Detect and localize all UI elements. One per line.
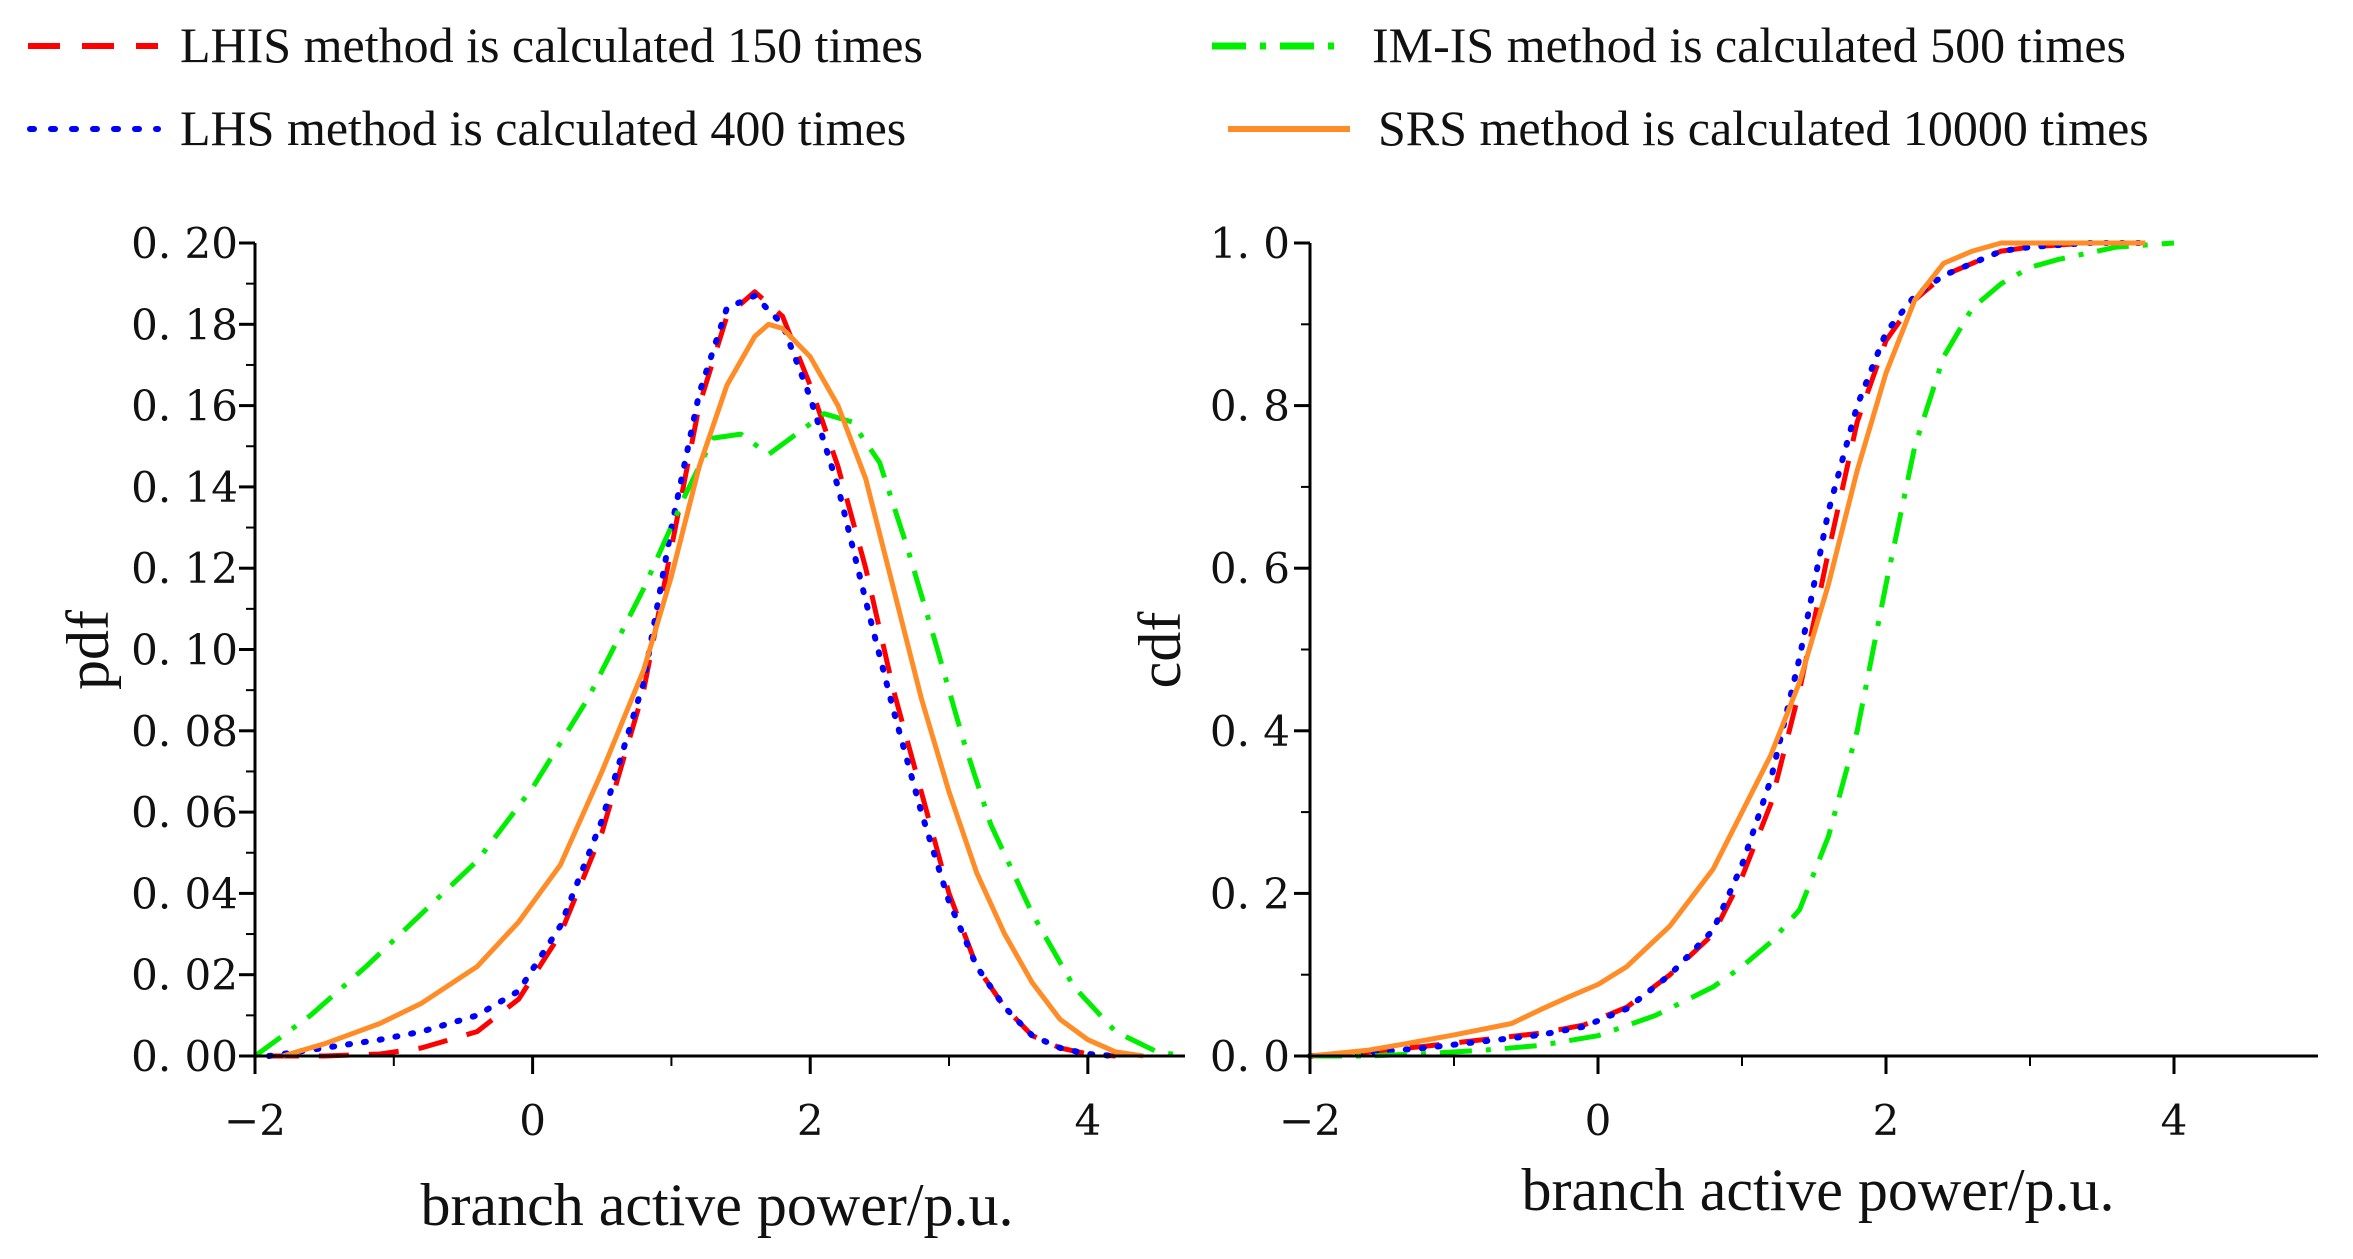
- cdf-panel: 0. 0 0. 2 0. 4 0. 6 0. 8 1. 0 −2 0 2 4 cdf branc…: [1127, 219, 2318, 1223]
- pdf-y-tick-label: 0. 10: [131, 626, 238, 675]
- pdf-x-tick-label: −2: [224, 1096, 286, 1145]
- cdf-series-lhis-line: [1309, 240, 2146, 1059]
- pdf-panel: 0. 00 0. 02 0. 04 0. 06 0. 08 0. 10 0. 12 0. 14…: [55, 219, 1186, 1238]
- legend-label-lhs: LHS method is calculated 400 times: [180, 100, 906, 156]
- pdf-y-tick-label: 0. 08: [131, 707, 238, 756]
- cdf-y-tick-label: 0. 0: [1210, 1032, 1290, 1081]
- pdf-x-axis-title: branch active power/p.u.: [420, 1172, 1013, 1238]
- legend-label-srs: SRS method is calculated 10000 times: [1378, 100, 2149, 156]
- cdf-series-lhs-line: [1307, 240, 2149, 1059]
- cdf-series-imis-line: [1310, 240, 2175, 1059]
- cdf-y-tick-label: 0. 2: [1210, 869, 1290, 918]
- cdf-x-tick-label: 0: [1585, 1096, 1612, 1145]
- pdf-series-imis-line: [253, 411, 1186, 1059]
- cdf-x-tick-label: 4: [2161, 1096, 2188, 1145]
- legend-label-imis: IM-IS method is calculated 500 times: [1372, 17, 2126, 73]
- cdf-series-srs-line: [1309, 240, 2146, 1059]
- pdf-y-tick-label: 0. 00: [131, 1032, 238, 1081]
- cdf-y-tick-label: 1. 0: [1210, 219, 1290, 268]
- pdf-series-srs-line: [282, 321, 1144, 1059]
- pdf-y-ticks: 0. 00 0. 02 0. 04 0. 06 0. 08 0. 10 0. 12 0. 14…: [131, 219, 255, 1081]
- cdf-y-ticks: 0. 0 0. 2 0. 4 0. 6 0. 8 1. 0: [1210, 219, 1310, 1081]
- cdf-y-axis-title: cdf: [1127, 612, 1193, 689]
- cdf-y-tick-label: 0. 8: [1210, 382, 1290, 431]
- cdf-x-ticks: −2 0 2 4: [1279, 1056, 2187, 1145]
- cdf-series-layer: [1307, 240, 2175, 1059]
- pdf-y-tick-label: 0. 06: [131, 788, 238, 837]
- pdf-series-lhs-line: [265, 292, 1119, 1059]
- pdf-series-layer: [253, 289, 1186, 1059]
- cdf-x-axis-title: branch active power/p.u.: [1521, 1157, 2114, 1223]
- cdf-x-tick-label: 2: [1873, 1096, 1900, 1145]
- pdf-y-tick-label: 0. 16: [131, 382, 238, 431]
- pdf-series-lhis-line: [268, 289, 1116, 1059]
- legend-label-lhis: LHIS method is calculated 150 times: [180, 17, 923, 73]
- pdf-y-tick-label: 0. 20: [131, 219, 238, 268]
- pdf-x-ticks: −2 0 2 4: [224, 1056, 1101, 1145]
- pdf-y-tick-label: 0. 04: [131, 869, 238, 918]
- cdf-x-tick-label: −2: [1279, 1096, 1341, 1145]
- cdf-y-tick-label: 0. 6: [1210, 544, 1290, 593]
- pdf-y-tick-label: 0. 12: [131, 544, 238, 593]
- pdf-y-tick-label: 0. 14: [131, 463, 238, 512]
- pdf-y-tick-label: 0. 02: [131, 951, 238, 1000]
- pdf-x-tick-label: 0: [519, 1096, 546, 1145]
- pdf-y-tick-label: 0. 18: [131, 300, 238, 349]
- pdf-x-tick-label: 2: [797, 1096, 824, 1145]
- pdf-y-axis-title: pdf: [55, 610, 121, 690]
- cdf-y-tick-label: 0. 4: [1210, 707, 1290, 756]
- cdf-plot-area: 0. 0 0. 2 0. 4 0. 6 0. 8 1. 0 −2 0 2 4: [1210, 219, 2318, 1145]
- pdf-x-tick-label: 4: [1074, 1096, 1101, 1145]
- pdf-plot-area: 0. 00 0. 02 0. 04 0. 06 0. 08 0. 10 0. 12 0. 14…: [131, 219, 1186, 1145]
- legend: LHIS method is calculated 150 times LHS …: [27, 17, 2149, 156]
